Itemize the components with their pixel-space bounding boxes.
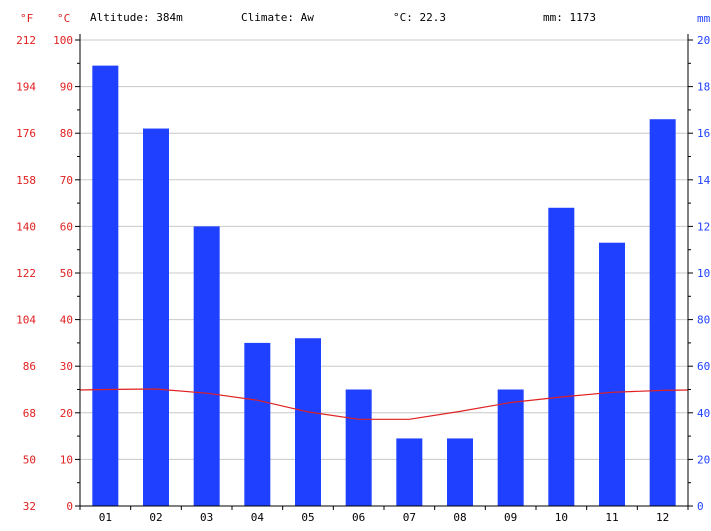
altitude-label: Altitude: 384m [90,11,183,24]
celsius-tick: 90 [60,81,73,94]
celsius-unit-label: °C [57,12,70,25]
mm-tick: 200 [697,34,711,47]
fahrenheit-tick: 32 [23,500,36,513]
fahrenheit-tick: 194 [16,81,36,94]
x-ticks: 01 02 03 04 05 06 07 08 09 10 11 12 [99,511,670,524]
temperature-line-group [79,388,689,420]
mm-unit-label: mm [697,12,711,25]
temperature-line [79,388,689,420]
precip-bar-11 [599,242,625,506]
grid-lines [80,39,688,460]
mm-tick: 140 [697,174,711,187]
month-label: 05 [301,511,314,524]
month-label: 11 [605,511,618,524]
mm-tick: 160 [697,127,711,140]
month-label: 02 [149,511,162,524]
celsius-tick: 30 [60,360,73,373]
fahrenheit-tick: 50 [23,453,36,466]
celsius-tick: 60 [60,220,73,233]
mm-tick: 20 [697,453,710,466]
celsius-tick: 70 [60,174,73,187]
precip-bar-01 [92,65,119,506]
precipitation-annual-label: mm: 1173 [543,11,596,24]
celsius-tick: 10 [60,453,73,466]
precip-bar-12 [649,119,676,506]
fahrenheit-tick: 122 [16,267,36,280]
fahrenheit-tick: 212 [16,34,36,47]
precip-bar-03 [193,226,220,506]
climate-label: Climate: Aw [241,11,314,24]
mm-tick: 0 [697,500,704,513]
fahrenheit-unit-label: °F [20,12,33,25]
precip-bar-08 [447,438,473,506]
celsius-tick: 80 [60,127,73,140]
precip-bar-04 [244,342,271,506]
celsius-tick: 100 [53,34,73,47]
fahrenheit-tick: 158 [16,174,36,187]
precip-bar-07 [396,438,423,506]
month-label: 03 [200,511,213,524]
month-label: 09 [504,511,517,524]
month-label: 12 [656,511,669,524]
mm-tick: 100 [697,267,711,280]
fahrenheit-tick: 140 [16,220,36,233]
fahrenheit-tick: 176 [16,127,36,140]
fahrenheit-tick: 86 [23,360,36,373]
celsius-tick: 0 [66,500,73,513]
celsius-tick: 40 [60,314,73,327]
mm-tick: 180 [697,81,711,94]
mm-tick: 80 [697,314,710,327]
celsius-tick: 50 [60,267,73,280]
left-c-ticks: 0 10 20 30 40 50 60 70 80 90 100 [53,34,73,513]
temperature-annual-label: °C: 22.3 [393,11,446,24]
month-label: 08 [453,511,466,524]
left-f-ticks: 32 50 68 86 104 122 140 158 176 194 212 [16,34,36,513]
mm-tick: 60 [697,360,710,373]
axes [75,34,693,510]
precip-bar-10 [548,207,575,506]
month-label: 07 [403,511,416,524]
precip-bar-05 [295,338,321,506]
fahrenheit-tick: 104 [16,314,36,327]
precip-bar-02 [143,128,169,507]
precipitation-bars [92,65,676,507]
precip-bar-09 [497,389,524,506]
celsius-tick: 20 [60,407,73,420]
month-label: 04 [251,511,265,524]
precip-bar-06 [345,389,372,506]
right-mm-ticks: 0 20 40 60 80 100 120 140 160 180 200 [697,34,711,513]
month-label: 01 [99,511,112,524]
fahrenheit-tick: 68 [23,407,36,420]
month-label: 10 [555,511,568,524]
mm-tick: 120 [697,220,711,233]
mm-tick: 40 [697,407,710,420]
month-label: 06 [352,511,365,524]
